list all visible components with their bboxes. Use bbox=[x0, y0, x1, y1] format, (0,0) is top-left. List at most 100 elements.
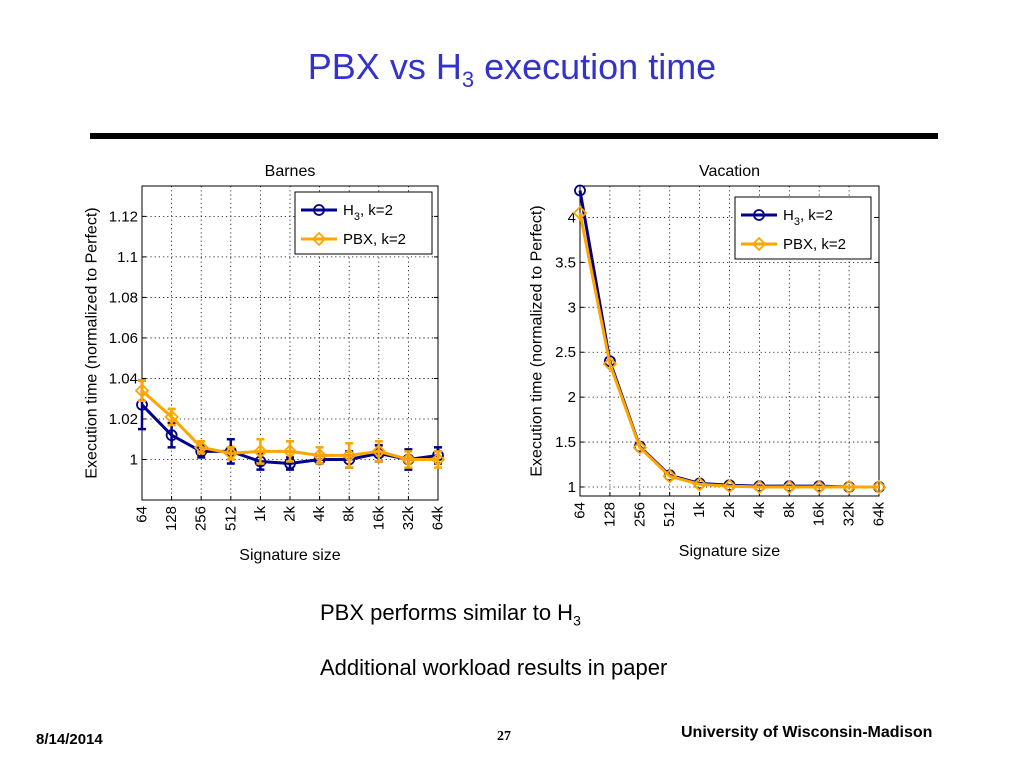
barnes-legend-label-main: H bbox=[343, 202, 354, 219]
vacation-point-pbx bbox=[692, 477, 707, 492]
title-divider bbox=[90, 133, 938, 139]
barnes-xtick-label: 64 bbox=[134, 506, 151, 523]
vacation-ytick-label: 2.5 bbox=[555, 344, 576, 361]
vacation-legend-marker bbox=[753, 209, 765, 221]
vacation-chart-title: Vacation bbox=[699, 163, 760, 180]
barnes-point-pbx bbox=[312, 448, 327, 463]
bullet-1-text: PBX performs similar to H bbox=[320, 600, 574, 625]
barnes-ytick-label: 1.04 bbox=[109, 370, 138, 387]
barnes-point-pbx bbox=[282, 444, 298, 459]
barnes-legend-box bbox=[294, 191, 433, 255]
vacation-point-h3 bbox=[574, 184, 586, 197]
vacation-point-pbx bbox=[722, 478, 737, 494]
barnes-xtick-label: 32k bbox=[400, 506, 417, 531]
barnes-x-axis-label: Signature size bbox=[239, 547, 340, 564]
bullet-1: PBX performs similar to H3 bbox=[320, 600, 581, 628]
vacation-xtick-label: 128 bbox=[601, 502, 618, 527]
vacation-point-pbx bbox=[782, 479, 797, 495]
barnes-point-pbx bbox=[223, 446, 239, 461]
vacation-ytick-label: 4 bbox=[568, 209, 576, 226]
barnes-ytick-label: 1.12 bbox=[109, 208, 138, 225]
barnes-point-pbx bbox=[341, 448, 357, 463]
barnes-legend-label: PBX, k=2 bbox=[343, 231, 406, 248]
vacation-legend-label: PBX, k=2 bbox=[783, 236, 846, 253]
barnes-point-pbx bbox=[193, 440, 209, 455]
barnes-chart: 1 1.02 1.04 1.06 1.08 1.1 1.12 64 128 256 512 1k 2k 4… bbox=[84, 163, 447, 564]
barnes-xtick-label: 128 bbox=[163, 506, 180, 531]
vacation-legend-label-main: H bbox=[783, 207, 794, 224]
slide-title: PBX vs H3 execution time bbox=[0, 46, 1024, 93]
barnes-ytick-label: 1.06 bbox=[109, 330, 138, 347]
barnes-ytick-label: 1.08 bbox=[109, 289, 138, 306]
vacation-legend-marker bbox=[751, 236, 767, 252]
barnes-legend-label-main: PBX bbox=[343, 231, 373, 248]
barnes-point-pbx bbox=[430, 452, 446, 467]
barnes-point-pbx bbox=[134, 383, 150, 398]
vacation-point-pbx bbox=[811, 479, 827, 495]
vacation-point-pbx bbox=[632, 440, 648, 455]
vacation-ytick-label: 2 bbox=[568, 389, 576, 406]
slide-title-main: PBX vs H bbox=[307, 46, 462, 87]
vacation-legend-label-rest: , k=2 bbox=[813, 236, 846, 253]
barnes-xtick-label: 2k bbox=[282, 506, 299, 522]
barnes-xtick-label: 512 bbox=[222, 506, 239, 531]
barnes-xtick-label: 16k bbox=[370, 506, 387, 531]
vacation-xtick-label: 64k bbox=[871, 502, 888, 527]
footer-date: 8/14/2014 bbox=[36, 731, 103, 748]
barnes-xtick-label: 4k bbox=[311, 506, 328, 522]
vacation-xtick-label: 1k bbox=[691, 502, 708, 518]
vacation-xtick-label: 8k bbox=[781, 502, 798, 518]
vacation-ytick-label: 3 bbox=[568, 299, 576, 316]
vacation-xtick-label: 32k bbox=[841, 502, 858, 527]
bullet-1-subscript: 3 bbox=[573, 612, 581, 629]
footer-institution: University of Wisconsin-Madison bbox=[681, 724, 933, 741]
barnes-ytick-label: 1.02 bbox=[109, 411, 138, 428]
barnes-legend-label-sub: 3 bbox=[354, 211, 360, 223]
barnes-xtick-label: 1k bbox=[252, 506, 269, 522]
barnes-legend-marker bbox=[313, 204, 325, 216]
vacation-legend-label-main: PBX bbox=[783, 236, 813, 253]
barnes-xtick-label: 256 bbox=[193, 506, 210, 531]
vacation-point-pbx bbox=[662, 468, 677, 484]
vacation-chart: 1 1.5 2 2.5 3 3.5 4 64 128 256 512 1k 2k 4k 8k 16k 32k 64… bbox=[529, 163, 888, 560]
vacation-ytick-label: 1 bbox=[568, 479, 576, 496]
barnes-point-pbx bbox=[401, 452, 416, 467]
barnes-point-h3 bbox=[165, 429, 178, 442]
barnes-point-pbx bbox=[371, 444, 387, 459]
vacation-point-pbx bbox=[572, 205, 588, 221]
vacation-point-pbx bbox=[841, 479, 857, 495]
vacation-xtick-label: 2k bbox=[721, 502, 738, 518]
vacation-series-line bbox=[578, 212, 879, 489]
vacation-xtick-label: 512 bbox=[661, 502, 678, 527]
vacation-legend-label-sub: 3 bbox=[794, 216, 800, 228]
vacation-xtick-label: 4k bbox=[751, 502, 768, 518]
bullet-2-text: Additional workload results in paper bbox=[320, 655, 668, 680]
vacation-ytick-label: 1.5 bbox=[555, 434, 576, 451]
barnes-legend-label-rest: , k=2 bbox=[373, 231, 406, 248]
vacation-legend-label: H3, k=2 bbox=[783, 207, 833, 228]
vacation-point-pbx bbox=[602, 356, 618, 372]
vacation-ytick-label: 3.5 bbox=[555, 254, 576, 271]
vacation-legend-label-rest: , k=2 bbox=[800, 207, 833, 224]
vacation-xtick-label: 64 bbox=[572, 502, 589, 519]
barnes-point-pbx bbox=[164, 409, 179, 425]
vacation-y-axis-label: Execution time (normalized to Perfect) bbox=[529, 205, 546, 476]
barnes-point-pbx bbox=[253, 444, 268, 459]
barnes-chart-title: Barnes bbox=[265, 163, 316, 180]
vacation-xtick-label: 16k bbox=[811, 502, 828, 527]
barnes-y-axis-label: Execution time (normalized to Perfect) bbox=[84, 207, 101, 478]
slide-title-subscript: 3 bbox=[461, 67, 475, 93]
barnes-ytick-label: 1.1 bbox=[117, 249, 138, 266]
footer-page-number: 27 bbox=[497, 729, 511, 744]
bullet-2: Additional workload results in paper bbox=[320, 655, 667, 681]
barnes-xtick-label: 8k bbox=[341, 506, 358, 522]
vacation-x-axis-label: Signature size bbox=[679, 543, 780, 560]
barnes-legend-label-rest: , k=2 bbox=[360, 202, 393, 219]
barnes-xtick-label: 64k bbox=[430, 506, 447, 531]
slide-title-rest: execution time bbox=[474, 46, 717, 87]
vacation-point-pbx bbox=[752, 479, 767, 495]
barnes-legend-marker bbox=[311, 231, 327, 247]
vacation-point-pbx bbox=[871, 479, 887, 495]
vacation-xtick-label: 256 bbox=[631, 502, 648, 527]
barnes-legend-label: H3, k=2 bbox=[343, 202, 393, 223]
